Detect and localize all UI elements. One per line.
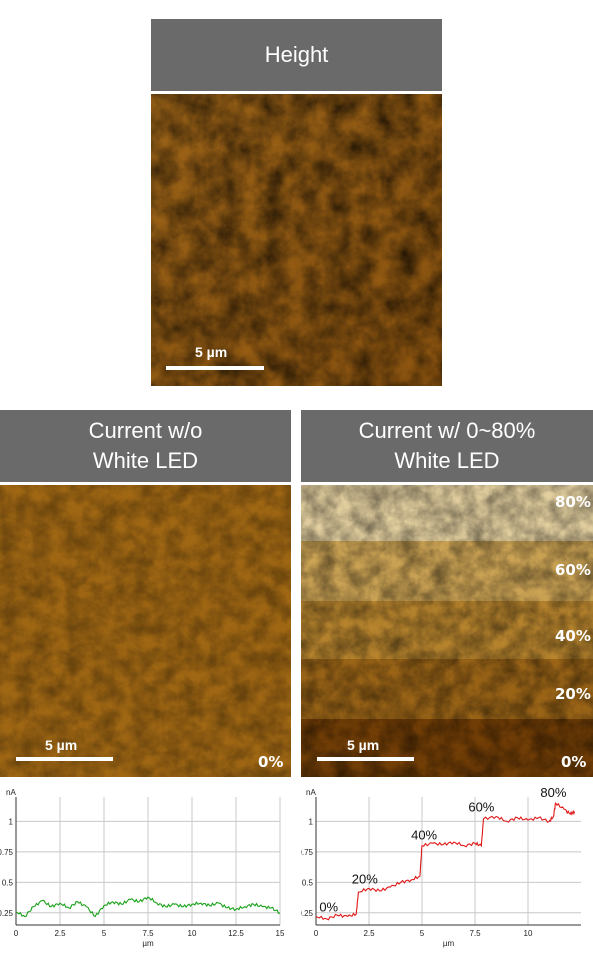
x-tick-label: 7.5 (142, 929, 154, 938)
current-on-percent-0: 0% (561, 753, 587, 771)
annotation-label: 20% (352, 872, 378, 887)
x-tick-label: 5 (102, 929, 107, 938)
x-tick-label: 5 (420, 929, 425, 938)
x-tick-label: 10 (188, 929, 197, 938)
current-on-percent-40: 40% (555, 627, 591, 645)
current-off-texture (0, 485, 291, 777)
current-off-scalebar (16, 757, 113, 761)
current-off-scalebar-label: 5 µm (45, 737, 78, 753)
current-on-scalebar (317, 757, 414, 761)
y-tick-label: 0.75 (0, 848, 14, 857)
x-tick-label: 2.5 (363, 929, 375, 938)
current-off-title-line1: Current w/o (88, 418, 203, 443)
x-tick-label: 0 (14, 929, 19, 938)
x-tick-label: 0 (314, 929, 319, 938)
y-tick-label: 0.75 (301, 848, 314, 857)
height-scalebar-label: 5 µm (195, 344, 228, 360)
x-tick-label: 2.5 (54, 929, 66, 938)
current-on-title-bar: Current w/ 0~80% White LED (301, 410, 593, 482)
height-afm-image: 5 µm (151, 94, 442, 386)
y-tick-label: 1 (309, 817, 314, 826)
current-on-percent-80: 80% (555, 493, 591, 511)
annotation-label: 80% (540, 785, 566, 800)
height-title-bar: Height (151, 19, 442, 91)
y-tick-label: 0.5 (2, 878, 14, 887)
x-tick-label: 10 (524, 929, 533, 938)
current-off-afm-image: 5 µm 0% (0, 485, 291, 777)
x-tick-label: 7.5 (469, 929, 481, 938)
current-on-percent-60: 60% (555, 561, 591, 579)
current-on-texture (301, 485, 593, 777)
height-scalebar (166, 366, 264, 370)
y-axis-label: nA (6, 788, 16, 797)
current-on-title-line1: Current w/ 0~80% (358, 418, 536, 443)
y-tick-label: 0.5 (302, 878, 314, 887)
x-axis-label: µm (142, 939, 154, 948)
y-tick-label: 0.25 (301, 909, 314, 918)
current-on-scalebar-label: 5 µm (347, 737, 380, 753)
height-afm-texture (151, 94, 442, 386)
x-tick-label: 15 (276, 929, 285, 938)
series-line (315, 801, 576, 921)
height-title: Height (264, 42, 329, 67)
y-tick-label: 1 (9, 817, 14, 826)
x-tick-label: 12.5 (228, 929, 244, 938)
current-off-percent: 0% (258, 753, 284, 771)
y-axis-label: nA (306, 788, 316, 797)
current-on-title-line2: White LED (394, 448, 500, 473)
annotation-label: 0% (319, 900, 338, 915)
series-line (15, 896, 281, 918)
current-on-afm-image: 80% 60% 40% 20% 0% 5 µm (301, 485, 593, 777)
annotation-label: 60% (468, 800, 494, 815)
x-axis-label: µm (443, 939, 455, 948)
current-off-title-bar: Current w/o White LED (0, 410, 291, 482)
current-on-percent-20: 20% (555, 685, 591, 703)
annotation-label: 40% (411, 828, 437, 843)
y-tick-label: 0.25 (0, 909, 14, 918)
current-off-title-line2: White LED (92, 448, 199, 473)
